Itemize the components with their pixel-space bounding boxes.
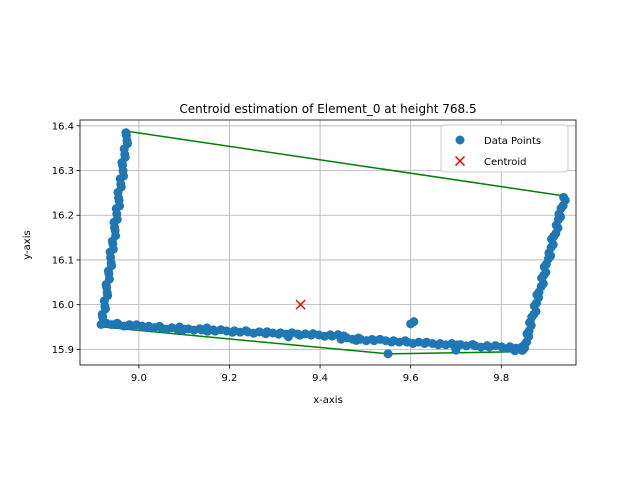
y-tick-label: 16.4: [52, 121, 74, 132]
chart-title: Centroid estimation of Element_0 at heig…: [179, 102, 476, 116]
data-point: [261, 329, 271, 339]
x-tick-label: 9.0: [131, 373, 147, 384]
y-tick-label: 15.9: [52, 345, 74, 356]
data-point: [351, 335, 361, 345]
data-point: [383, 349, 393, 359]
data-point: [283, 332, 293, 342]
y-tick-label: 16.2: [52, 211, 74, 222]
data-points-layer: [96, 128, 570, 359]
axes-frame: [79, 119, 577, 366]
y-tick-label: 16.0: [52, 300, 74, 311]
legend-marker-data-points: [455, 135, 465, 145]
centroid-stroke: [295, 299, 306, 310]
legend-marker-centroid: [454, 155, 466, 167]
x-tick-label: 9.4: [312, 373, 328, 384]
data-point: [409, 317, 419, 327]
centroid-layer: [295, 299, 306, 310]
x-axis-label: x-axis: [313, 395, 343, 406]
x-tick-label: 9.6: [403, 373, 419, 384]
legend-label-centroid: Centroid: [484, 157, 527, 168]
x-tick-label: 9.8: [493, 373, 509, 384]
y-tick-label: 16.3: [52, 166, 74, 177]
data-point: [510, 346, 520, 356]
centroid-marker: [295, 299, 306, 310]
y-axis-label: y-axis: [22, 230, 33, 259]
legend-label-data-points: Data Points: [484, 136, 541, 147]
x-tick-label: 9.2: [222, 373, 238, 384]
data-point: [175, 322, 185, 332]
data-point: [202, 323, 212, 333]
legend-box: [440, 124, 569, 173]
data-point: [559, 192, 569, 202]
y-tick-label: 16.1: [52, 255, 74, 266]
data-point: [451, 345, 461, 355]
legend: Data Points Centroid: [440, 124, 569, 173]
ticks-layer: 9.0 9.2 9.4 9.6 9.8 15.9 16.0 16.1 16.2 16.3 16.4: [52, 121, 509, 384]
